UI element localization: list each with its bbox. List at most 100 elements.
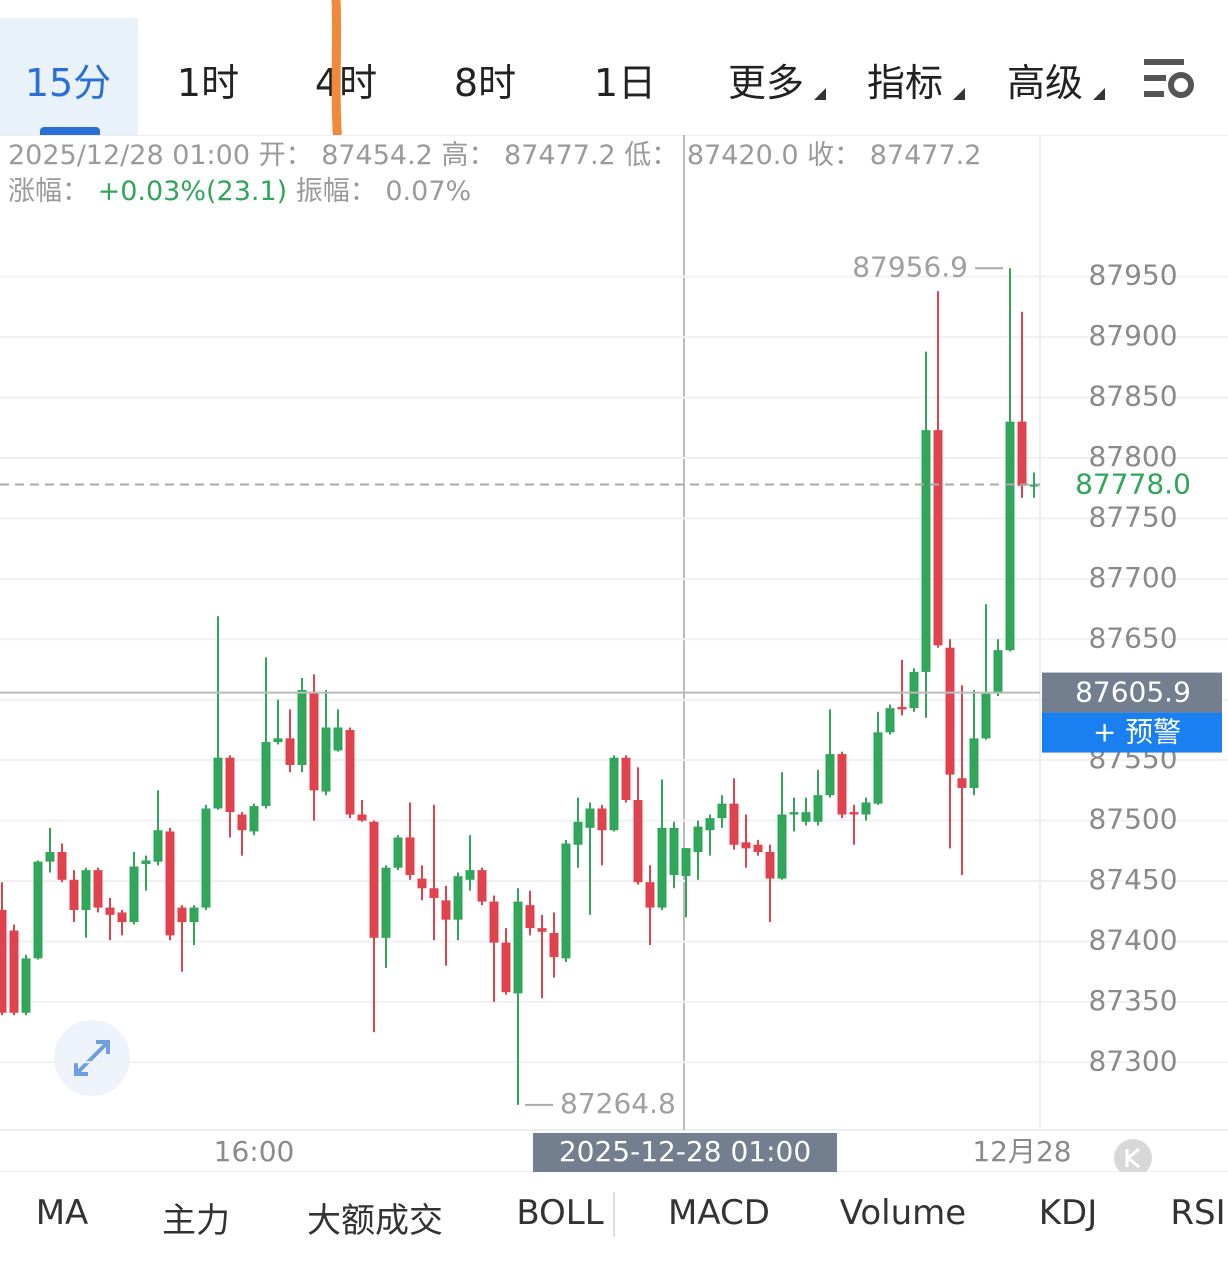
candle-body [165, 831, 175, 936]
y-tick-label: 87950 [1088, 259, 1177, 292]
candle-body [945, 647, 955, 775]
indicator-tab[interactable]: MA [35, 1193, 89, 1233]
tab[interactable]: 指标 [866, 61, 944, 105]
candle-body [249, 806, 259, 832]
tab[interactable]: 8时 [453, 61, 517, 105]
tab[interactable]: 高级 [1006, 61, 1084, 105]
max-label: 87956.9 [852, 250, 968, 283]
candle-body [153, 830, 163, 862]
candle-body [981, 693, 991, 739]
candle-body [273, 738, 283, 743]
min-label: 87264.8 [560, 1087, 676, 1120]
y-tick-label: 87650 [1088, 621, 1177, 654]
candle-body [477, 870, 487, 902]
tab[interactable]: 更多 [727, 61, 805, 105]
candle-body [357, 814, 367, 821]
y-tick-label: 87900 [1088, 319, 1177, 352]
candle-body [237, 814, 247, 831]
dropdown-arrow [953, 88, 965, 100]
candle-body [825, 754, 835, 796]
divider [613, 1192, 615, 1237]
candle-body [873, 732, 883, 804]
y-tick-label: 87400 [1088, 923, 1177, 956]
candle-body [105, 907, 115, 915]
candle-body [9, 930, 19, 1013]
y-tick-label: 87450 [1088, 863, 1177, 896]
candle-body [765, 851, 775, 879]
candle-body [189, 907, 199, 923]
tab[interactable]: 4时 [314, 61, 378, 105]
candle-body [453, 876, 463, 920]
bottom-bar [0, 1172, 1228, 1267]
alert-button[interactable] [1042, 712, 1222, 753]
candle-body [909, 671, 919, 709]
last-price-box [1042, 466, 1228, 503]
indicator-tab[interactable]: BOLL [516, 1193, 604, 1233]
candle-body [813, 795, 823, 822]
candle-body [213, 757, 223, 809]
tab[interactable]: 15分 [24, 61, 112, 105]
candle-body [717, 803, 727, 819]
indicator-tab[interactable]: RSI [1170, 1193, 1226, 1233]
dropdown-arrow [1093, 88, 1105, 100]
value: 0.07% [385, 176, 472, 207]
indicator-tab[interactable]: MACD [668, 1193, 770, 1233]
candle-body [741, 842, 751, 849]
candle-body [729, 803, 739, 845]
candle-body [537, 928, 547, 932]
candle-body [285, 738, 295, 765]
settings-icon[interactable] [1144, 59, 1194, 98]
candle-body [129, 866, 139, 923]
label: 低： [624, 140, 679, 171]
label: 振幅： [295, 176, 377, 207]
candle-body [633, 800, 643, 883]
ohlc-header: 2025/12/28 01:00 开： 87454.2 高： 87477.2 低… [8, 138, 981, 210]
candle-body [1029, 484, 1039, 487]
y-tick-label: 87750 [1088, 500, 1177, 533]
candle-body [297, 690, 307, 765]
candle-body [897, 706, 907, 710]
candle-body [321, 727, 331, 792]
candle-body [81, 870, 91, 911]
candle-body [429, 888, 439, 898]
candle-body [33, 861, 43, 959]
y-tick-label: 87700 [1088, 561, 1177, 594]
candle-body [609, 757, 619, 831]
indicator-tab[interactable]: KDJ [1038, 1193, 1098, 1233]
candle-body [441, 900, 451, 920]
crosshair-price-label: 87605.9 [1075, 676, 1191, 709]
candle-body [777, 814, 787, 879]
candle-body [525, 905, 535, 929]
top-bar: 15分 1时 4时 8时 1日 更多 指标 高级 [0, 0, 1228, 136]
candle-body [681, 848, 691, 876]
top-icons [331, 0, 1194, 135]
expand-button[interactable] [54, 1020, 130, 1096]
candle-body [45, 851, 55, 862]
candle-body [501, 942, 511, 993]
tab[interactable]: 1日 [593, 61, 657, 105]
candle-body [561, 843, 571, 959]
candle-body [345, 729, 355, 815]
candle-body [933, 430, 943, 646]
k-button[interactable] [1114, 1139, 1152, 1172]
candle-body [177, 907, 187, 923]
candle-body [837, 754, 847, 815]
candle-body [417, 878, 427, 889]
y-tick-label: 87300 [1088, 1044, 1177, 1077]
indicator-tab[interactable]: 大额成交 [307, 1201, 443, 1241]
candle-body [861, 802, 871, 815]
candle-body [513, 901, 523, 994]
alert-label: + 预警 [1093, 716, 1181, 749]
candle-body [93, 870, 103, 908]
candle-body [261, 742, 271, 807]
candle-body [993, 650, 1003, 694]
candle-body [753, 844, 763, 852]
candle-body [225, 757, 235, 813]
indicator-tab[interactable]: 主力 [162, 1201, 230, 1241]
indicator-tab[interactable]: Volume [839, 1193, 967, 1233]
candle-body [57, 851, 67, 880]
candle-body [657, 827, 667, 908]
candle-body [549, 932, 559, 958]
tab[interactable]: 1时 [176, 61, 240, 105]
crosshair-time-label: 2025-12-28 01:00 [559, 1135, 811, 1168]
